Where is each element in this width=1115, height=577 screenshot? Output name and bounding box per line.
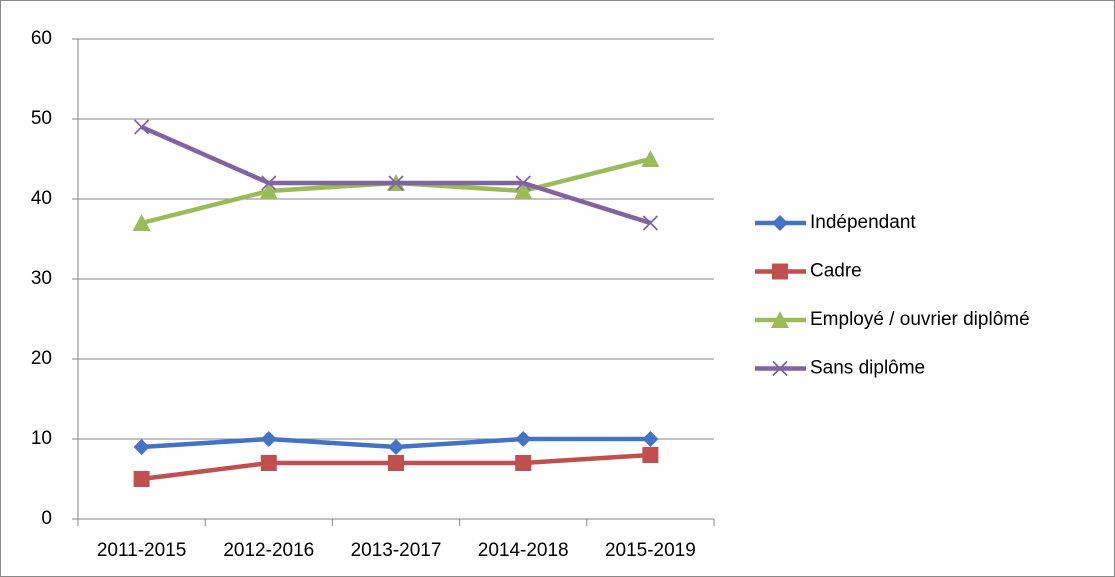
x-tick-label: 2013-2017 <box>351 540 442 561</box>
data-point <box>261 175 277 191</box>
data-point <box>132 214 151 231</box>
data-point <box>515 431 532 447</box>
legend-label: Sans diplôme <box>810 358 925 379</box>
x-tick-label: 2015-2019 <box>605 540 696 561</box>
data-point <box>515 455 532 471</box>
data-point <box>388 175 404 191</box>
legend-label: Indépendant <box>810 212 916 233</box>
data-point <box>642 431 659 447</box>
data-point <box>642 447 659 463</box>
y-tick-label: 60 <box>31 28 52 49</box>
legend-marker <box>771 311 789 328</box>
data-point <box>133 119 150 135</box>
data-point <box>642 215 659 231</box>
data-point <box>514 182 533 199</box>
y-tick-label: 30 <box>31 268 52 289</box>
y-tick-label: 40 <box>31 188 52 209</box>
y-tick-label: 50 <box>31 108 52 129</box>
data-point <box>515 175 531 191</box>
data-point <box>388 455 404 471</box>
legend-label: Employé / ouvrier diplômé <box>810 309 1030 330</box>
data-point <box>641 150 660 167</box>
legend-label: Cadre <box>810 261 862 282</box>
x-tick-label: 2012-2016 <box>223 540 314 561</box>
x-tick-label: 2014-2018 <box>478 540 569 561</box>
y-tick-label: 10 <box>31 428 52 449</box>
data-point <box>260 431 277 447</box>
legend-marker <box>772 360 788 377</box>
legend-marker <box>772 215 788 231</box>
data-point <box>388 439 404 455</box>
data-point <box>260 455 277 471</box>
data-point <box>133 439 150 455</box>
legend-marker <box>772 263 788 280</box>
y-tick-label: 20 <box>31 348 52 369</box>
data-point <box>133 471 150 487</box>
data-point <box>259 182 278 199</box>
x-tick-label: 2011-2015 <box>97 540 186 561</box>
y-tick-label: 0 <box>41 508 52 529</box>
